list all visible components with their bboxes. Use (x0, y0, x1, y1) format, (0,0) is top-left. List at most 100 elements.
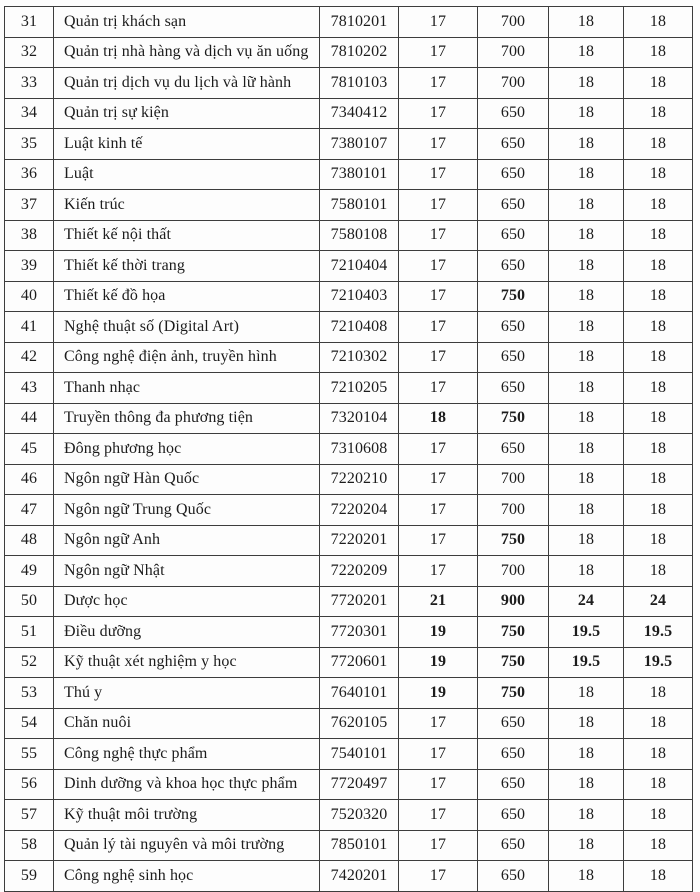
cell-s1: 21 (398, 585, 478, 617)
cell-s3: 18 (548, 494, 624, 526)
cell-name: Quản lý tài nguyên và môi trường (53, 829, 320, 861)
cell-s4: 18 (623, 311, 693, 343)
cell-s1: 17 (398, 829, 478, 861)
cell-stt: 37 (4, 189, 54, 221)
cell-name: Luật (53, 158, 320, 190)
cell-s4: 18 (623, 250, 693, 282)
cell-code: 7210403 (319, 280, 399, 312)
cell-s4: 18 (623, 280, 693, 312)
cell-name: Quản trị dịch vụ du lịch và lữ hành (53, 67, 320, 99)
cell-name: Quản trị nhà hàng và dịch vụ ăn uống (53, 36, 320, 68)
table-row: 46 Ngôn ngữ Hàn Quốc 7220210 17 700 18 18 (4, 463, 693, 495)
cell-stt: 32 (4, 36, 54, 68)
table-row: 51 Điều dưỡng 7720301 19 750 19.5 19.5 (4, 616, 693, 648)
cell-s4: 18 (623, 128, 693, 160)
table-row: 58 Quản lý tài nguyên và môi trường 785010… (4, 829, 693, 861)
cell-name: Dược học (53, 585, 320, 617)
cell-s3: 24 (548, 585, 624, 617)
table-row: 39 Thiết kế thời trang 7210404 17 650 18 18 (4, 250, 693, 282)
cell-s2: 650 (477, 158, 549, 190)
table-row: 32 Quản trị nhà hàng và dịch vụ ăn uống 78… (4, 36, 693, 68)
cell-code: 7720601 (319, 646, 399, 678)
cell-stt: 38 (4, 219, 54, 251)
cell-name: Thiết kế nội thất (53, 219, 320, 251)
cell-s2: 650 (477, 799, 549, 831)
cell-s3: 18 (548, 311, 624, 343)
table-row: 44 Truyền thông đa phương tiện 7320104 18 75… (4, 402, 693, 434)
cell-s3: 18 (548, 738, 624, 770)
cell-s4: 18 (623, 738, 693, 770)
cell-s2: 750 (477, 402, 549, 434)
cell-s4: 18 (623, 707, 693, 739)
cell-s3: 18 (548, 67, 624, 99)
cell-s1: 17 (398, 768, 478, 800)
cell-s2: 650 (477, 372, 549, 404)
cell-s4: 18 (623, 524, 693, 556)
cell-stt: 46 (4, 463, 54, 495)
cell-s2: 750 (477, 280, 549, 312)
cell-name: Thiết kế thời trang (53, 250, 320, 282)
cell-s1: 17 (398, 250, 478, 282)
cell-s1: 17 (398, 189, 478, 221)
cell-s1: 17 (398, 524, 478, 556)
cell-s1: 17 (398, 311, 478, 343)
cell-name: Nghệ thuật số (Digital Art) (53, 311, 320, 343)
cell-s2: 650 (477, 768, 549, 800)
cell-name: Thanh nhạc (53, 372, 320, 404)
cell-code: 7640101 (319, 677, 399, 709)
cell-stt: 50 (4, 585, 54, 617)
cell-s1: 17 (398, 860, 478, 892)
cell-stt: 33 (4, 67, 54, 99)
table-row: 42 Công nghệ điện ảnh, truyền hình 7210302… (4, 341, 693, 373)
cell-stt: 49 (4, 555, 54, 587)
cell-s3: 18 (548, 402, 624, 434)
cell-s3: 18 (548, 280, 624, 312)
cell-s2: 750 (477, 677, 549, 709)
cell-s1: 17 (398, 158, 478, 190)
cell-s1: 17 (398, 219, 478, 251)
cell-s4: 24 (623, 585, 693, 617)
cell-s1: 17 (398, 341, 478, 373)
cell-s2: 650 (477, 341, 549, 373)
cell-s3: 18 (548, 189, 624, 221)
cell-code: 7320104 (319, 402, 399, 434)
cell-code: 7580108 (319, 219, 399, 251)
cell-name: Ngôn ngữ Trung Quốc (53, 494, 320, 526)
cell-code: 7220204 (319, 494, 399, 526)
cell-code: 7520320 (319, 799, 399, 831)
cell-s3: 19.5 (548, 646, 624, 678)
cell-name: Thiết kế đồ họa (53, 280, 320, 312)
cell-name: Điều dưỡng (53, 616, 320, 648)
cell-s4: 18 (623, 494, 693, 526)
cell-s4: 18 (623, 677, 693, 709)
cell-s3: 18 (548, 250, 624, 282)
admission-table-body: 31 Quản trị khách sạn 7810201 17 700 18 18 32 Qu… (4, 6, 693, 892)
cell-stt: 59 (4, 860, 54, 892)
cell-s4: 19.5 (623, 616, 693, 648)
cell-code: 7620105 (319, 707, 399, 739)
cell-name: Thú y (53, 677, 320, 709)
cell-s2: 650 (477, 128, 549, 160)
table-row: 36 Luật 7380101 17 650 18 18 (4, 158, 693, 190)
table-row: 41 Nghệ thuật số (Digital Art) 7210408 17 65… (4, 311, 693, 343)
cell-s3: 18 (548, 555, 624, 587)
cell-s4: 18 (623, 67, 693, 99)
cell-code: 7220210 (319, 463, 399, 495)
cell-stt: 34 (4, 97, 54, 129)
cell-s1: 17 (398, 555, 478, 587)
cell-s3: 18 (548, 36, 624, 68)
cell-s2: 650 (477, 219, 549, 251)
cell-s1: 19 (398, 646, 478, 678)
cell-s2: 650 (477, 97, 549, 129)
cell-s2: 650 (477, 433, 549, 465)
cell-s3: 18 (548, 6, 624, 38)
admission-scores-table-wrap: 31 Quản trị khách sạn 7810201 17 700 18 18 32 Qu… (4, 6, 693, 892)
table-row: 38 Thiết kế nội thất 7580108 17 650 18 18 (4, 219, 693, 251)
cell-s2: 650 (477, 860, 549, 892)
cell-stt: 58 (4, 829, 54, 861)
cell-s4: 18 (623, 860, 693, 892)
cell-s4: 18 (623, 555, 693, 587)
cell-s3: 18 (548, 219, 624, 251)
cell-s3: 18 (548, 829, 624, 861)
cell-name: Chăn nuôi (53, 707, 320, 739)
